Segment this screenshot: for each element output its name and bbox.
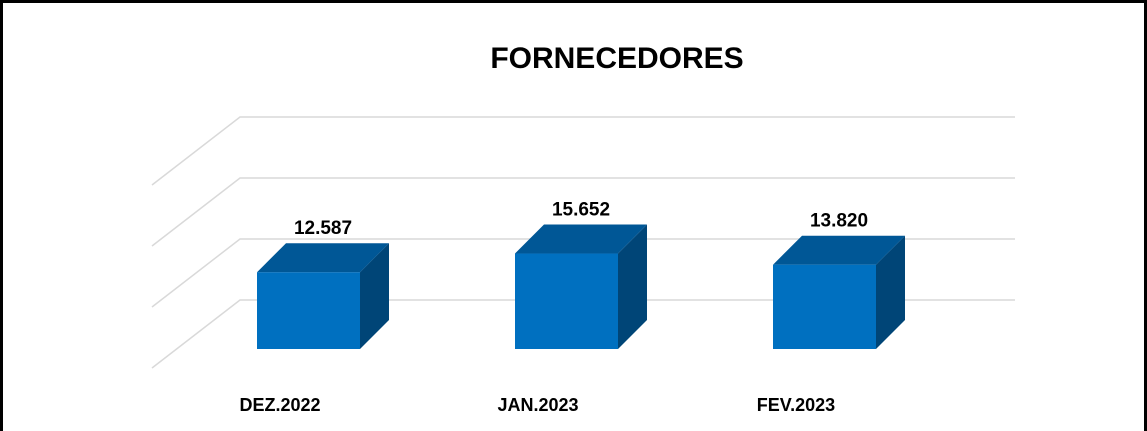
- x-tick-label: JAN.2023: [497, 395, 578, 415]
- bar-top: [257, 243, 389, 273]
- grid-line: [151, 177, 1015, 247]
- bar-side: [360, 243, 389, 349]
- data-label: 13.820: [810, 211, 868, 232]
- bar: [257, 272, 360, 349]
- grid-line: [151, 238, 1015, 308]
- x-tick-label: FEV.2023: [757, 395, 835, 415]
- data-label: 15.652: [552, 200, 610, 221]
- bar-side: [876, 235, 905, 349]
- bar-top: [773, 235, 905, 265]
- bar: [515, 253, 618, 349]
- chart-title: FORNECEDORES: [490, 42, 743, 75]
- data-label: 12.587: [294, 218, 352, 239]
- grid-line: [151, 116, 1015, 186]
- bar-top: [515, 224, 647, 254]
- x-tick-label: DEZ.2022: [239, 395, 320, 415]
- bar-side: [618, 224, 647, 349]
- grid-line: [151, 299, 1015, 369]
- bar: [773, 264, 876, 349]
